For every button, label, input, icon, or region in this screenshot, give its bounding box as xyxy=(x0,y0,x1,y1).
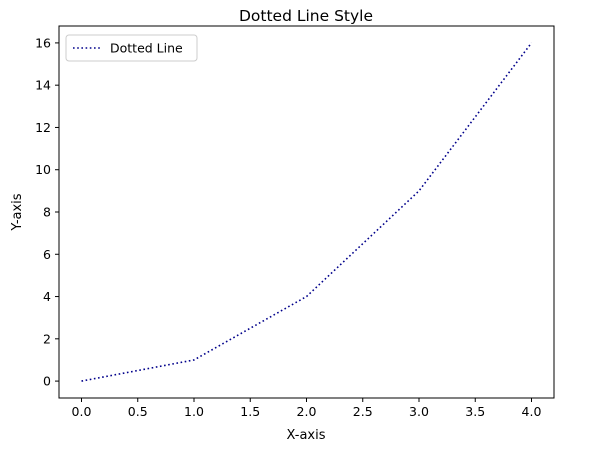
x-tick-label: 4.0 xyxy=(522,404,542,419)
x-axis-label: X-axis xyxy=(287,428,326,443)
y-axis-ticks: 0 2 4 6 8 10 12 14 16 xyxy=(35,35,59,389)
legend-label: Dotted Line xyxy=(110,41,183,56)
y-tick-label: 0 xyxy=(43,374,51,389)
x-tick-label: 1.5 xyxy=(240,404,260,419)
x-axis-ticks: 0.0 0.5 1.0 1.5 2.0 2.5 3.0 3.5 4.0 xyxy=(72,398,542,419)
series-line-0 xyxy=(81,42,533,382)
legend-box xyxy=(65,34,198,62)
x-tick-label: 1.0 xyxy=(184,404,204,419)
y-tick-label: 16 xyxy=(35,35,51,50)
plot-area xyxy=(58,25,555,399)
x-tick-label: 3.5 xyxy=(465,404,485,419)
x-tick-label: 0.5 xyxy=(128,404,148,419)
x-tick-label: 2.5 xyxy=(353,404,373,419)
y-tick-label: 12 xyxy=(35,120,51,135)
series-layer xyxy=(81,42,533,382)
x-tick-label: 2.0 xyxy=(297,404,317,419)
x-tick-label: 3.0 xyxy=(409,404,429,419)
y-tick-label: 2 xyxy=(43,331,51,346)
y-tick-label: 4 xyxy=(43,289,51,304)
y-axis-label: Y-axis xyxy=(10,193,25,231)
plot-frame xyxy=(58,25,555,399)
y-tick-label: 6 xyxy=(43,247,51,262)
chart-title: Dotted Line Style xyxy=(239,7,373,25)
y-tick-label: 8 xyxy=(43,205,51,220)
x-tick-label: 0.0 xyxy=(72,404,92,419)
y-tick-label: 14 xyxy=(35,78,51,93)
legend: Dotted Line xyxy=(65,34,198,62)
y-tick-label: 10 xyxy=(35,162,51,177)
